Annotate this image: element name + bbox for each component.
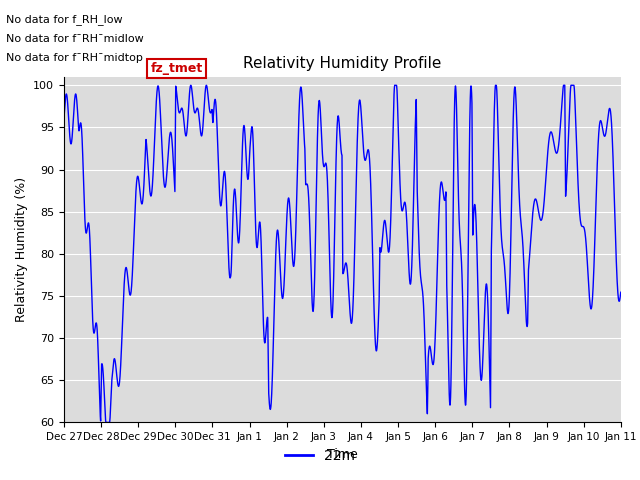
Y-axis label: Relativity Humidity (%): Relativity Humidity (%) xyxy=(15,177,28,322)
Text: No data for f¯RH¯midtop: No data for f¯RH¯midtop xyxy=(6,53,143,63)
Text: No data for f_RH_low: No data for f_RH_low xyxy=(6,14,123,25)
Text: fz_tmet: fz_tmet xyxy=(150,62,202,75)
Legend: 22m: 22m xyxy=(280,443,360,468)
X-axis label: Time: Time xyxy=(327,448,358,461)
Title: Relativity Humidity Profile: Relativity Humidity Profile xyxy=(243,57,442,72)
Text: No data for f¯RH¯midlow: No data for f¯RH¯midlow xyxy=(6,34,144,44)
